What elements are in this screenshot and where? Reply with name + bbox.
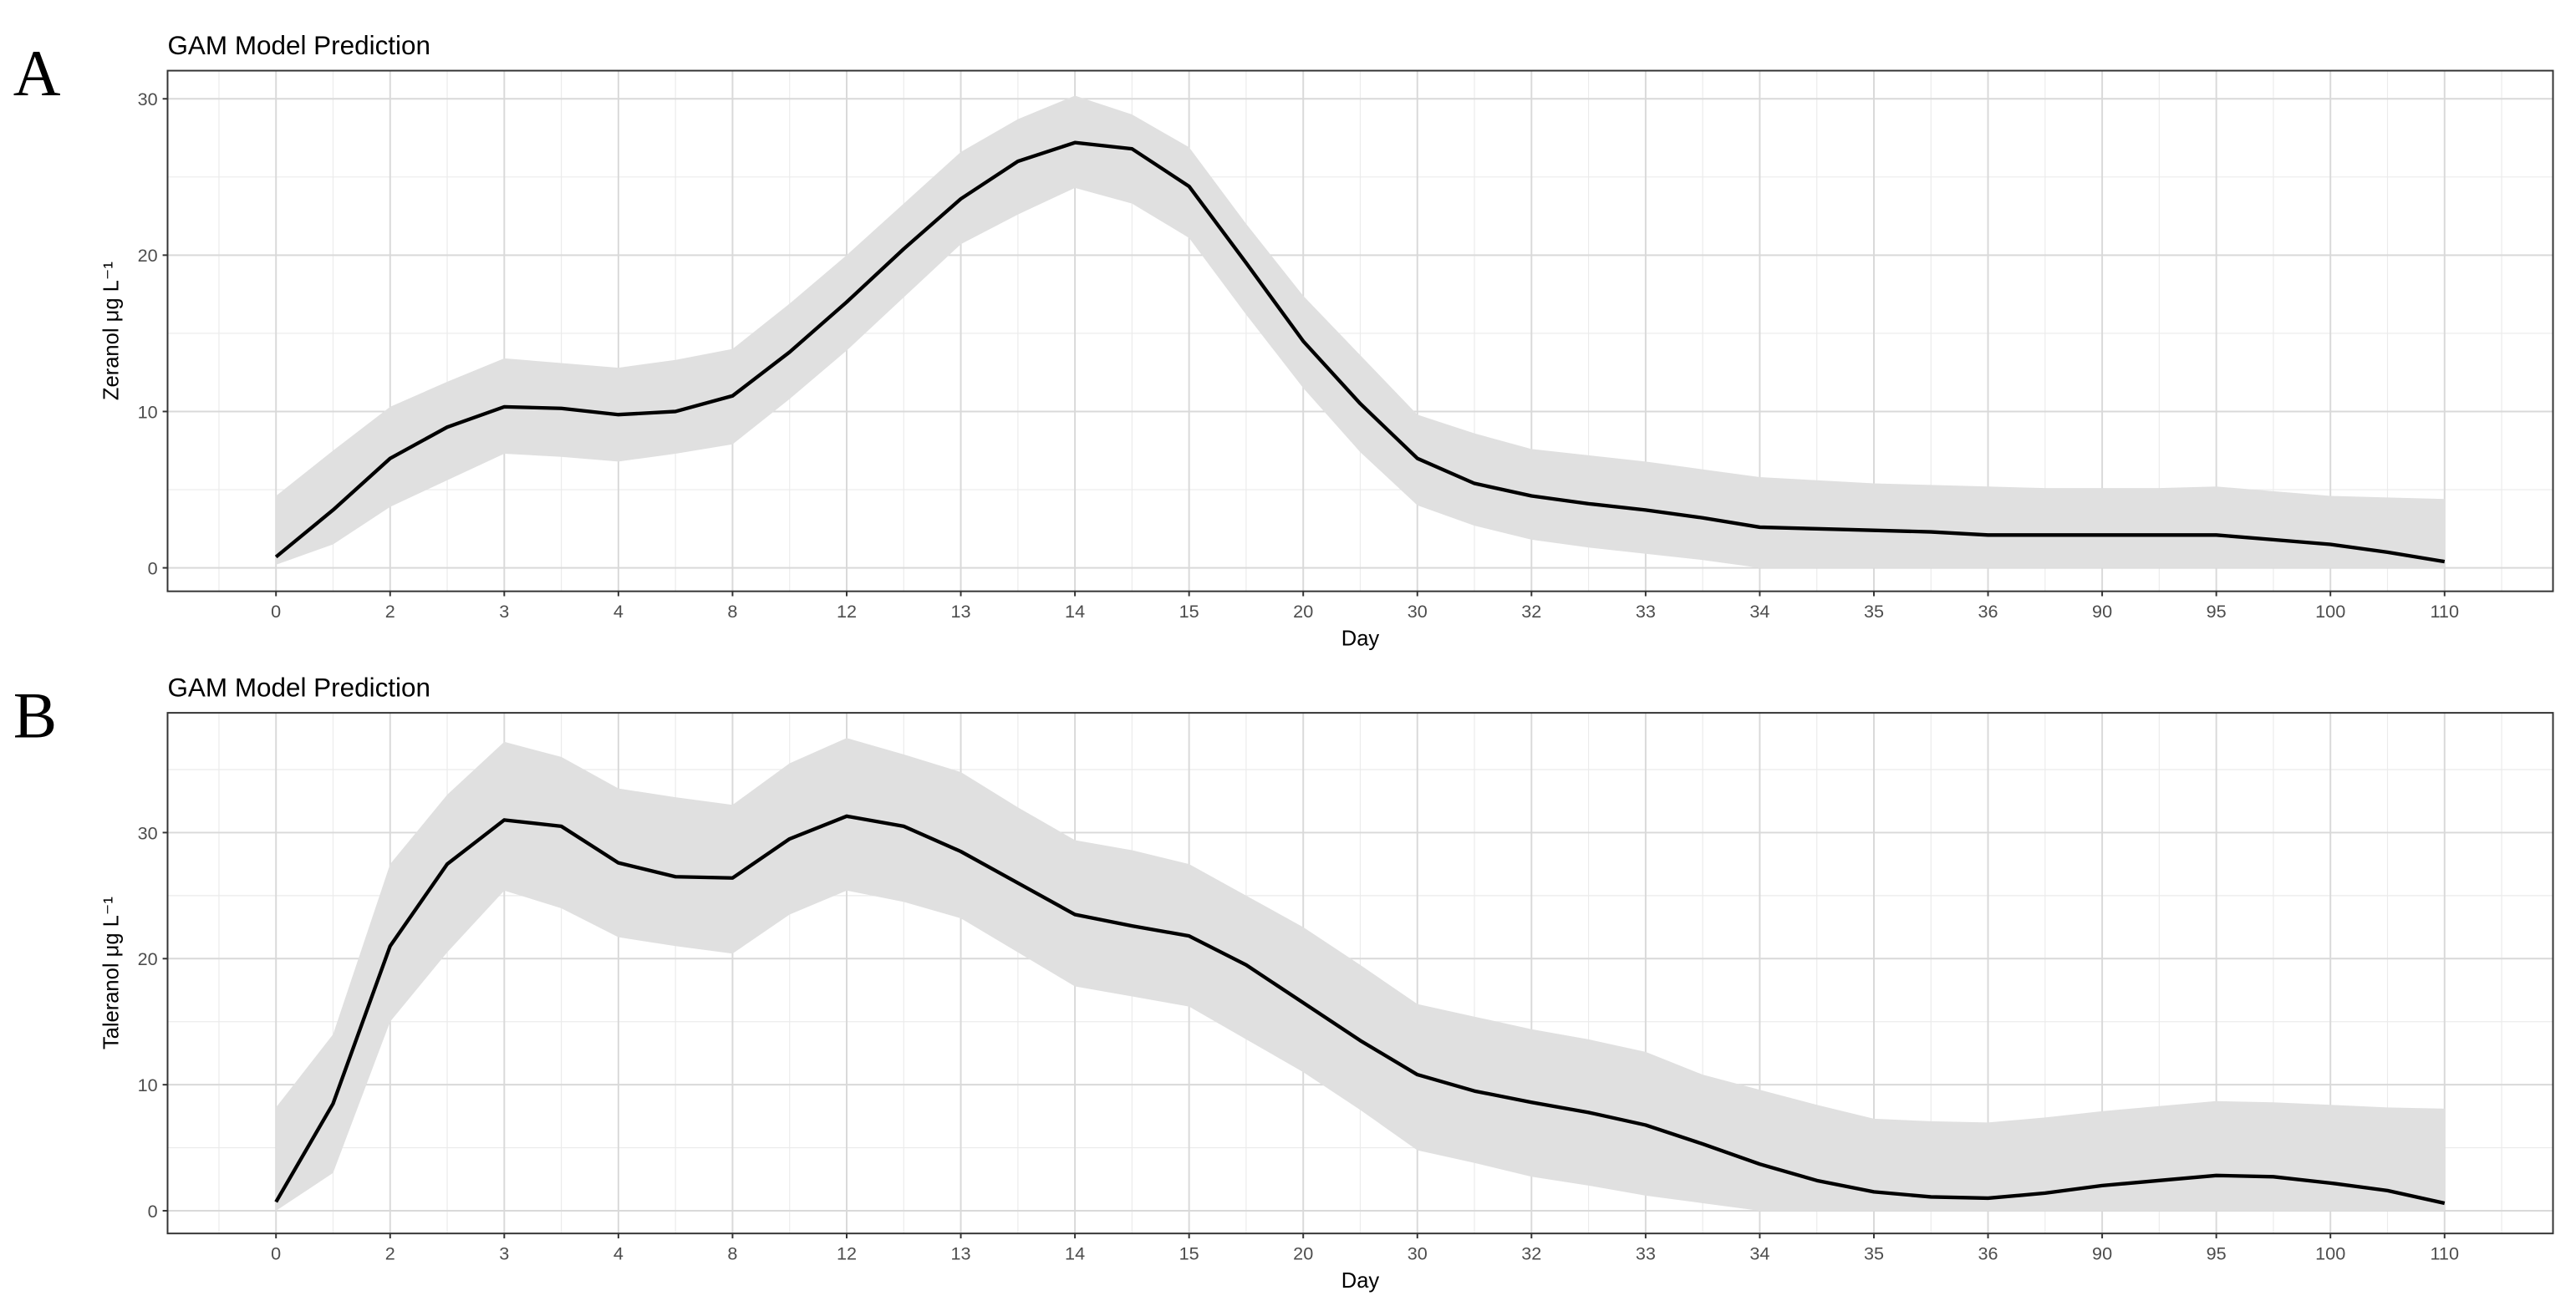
x-tick-label: 14 [1065, 601, 1085, 622]
x-tick-label: 30 [1408, 601, 1428, 622]
x-tick-label: 33 [1636, 1243, 1656, 1264]
x-tick-label: 0 [271, 601, 281, 622]
x-tick-label: 3 [499, 1243, 509, 1264]
panel-border [166, 712, 2554, 1235]
x-tick-label: 4 [613, 1243, 624, 1264]
x-tick-label: 13 [951, 601, 971, 622]
y-axis-label: Zeranol μg L⁻¹ [100, 262, 124, 400]
x-tick-label: 90 [2092, 601, 2112, 622]
y-tick-label: 0 [148, 557, 158, 578]
x-tick-label: 110 [2431, 1243, 2459, 1264]
panel-label: A [13, 38, 61, 110]
prediction-line [274, 140, 2446, 564]
x-tick-label: 20 [1293, 1243, 1313, 1264]
confidence-band [276, 738, 2445, 1212]
y-tick-label: 20 [138, 948, 158, 969]
x-tick-label: 8 [727, 1243, 737, 1264]
x-tick-label: 34 [1749, 601, 1769, 622]
x-axis-label: Day [1341, 628, 1380, 651]
y-axis-label: Taleranol μg L⁻¹ [100, 897, 124, 1049]
x-tick-label: 33 [1636, 601, 1656, 622]
y-tick-label: 30 [138, 89, 158, 109]
x-tick-label: 13 [951, 1243, 971, 1264]
y-tick-label: 10 [138, 1075, 158, 1095]
x-tick-label: 2 [385, 601, 395, 622]
x-tick-label: 35 [1864, 601, 1884, 622]
x-tick-label: 100 [2315, 1243, 2345, 1264]
x-tick-label: 3 [499, 601, 509, 622]
x-tick-label: 32 [1521, 601, 1541, 622]
x-tick-label: 95 [2207, 1243, 2227, 1264]
x-tick-label: 32 [1521, 1243, 1541, 1264]
x-tick-label: 30 [1408, 1243, 1428, 1264]
y-tick-label: 10 [138, 401, 158, 422]
x-axis-label: Day [1341, 1269, 1380, 1293]
x-tick-label: 2 [385, 1243, 395, 1264]
x-tick-label: 4 [613, 601, 624, 622]
x-tick-label: 36 [1978, 1243, 1998, 1264]
x-tick-label: 95 [2207, 601, 2227, 622]
x-tick-label: 34 [1749, 1243, 1769, 1264]
y-tick-label: 0 [148, 1201, 158, 1222]
x-tick-label: 35 [1864, 1243, 1884, 1264]
x-tick-label: 12 [837, 601, 857, 622]
x-tick-label: 20 [1293, 601, 1313, 622]
x-tick-label: 14 [1065, 1243, 1085, 1264]
x-tick-label: 15 [1179, 1243, 1199, 1264]
panel-border [166, 69, 2554, 592]
x-tick-label: 8 [727, 601, 737, 622]
chart-title: GAM Model Prediction [167, 31, 430, 60]
x-tick-label: 110 [2431, 601, 2459, 622]
x-tick-label: 90 [2092, 1243, 2112, 1264]
y-tick-label: 30 [138, 822, 158, 843]
x-tick-label: 36 [1978, 601, 1998, 622]
prediction-line [274, 814, 2446, 1206]
x-tick-label: 15 [1179, 601, 1199, 622]
panel-label: B [13, 680, 57, 753]
chart-title: GAM Model Prediction [167, 673, 430, 702]
x-tick-label: 12 [837, 1243, 857, 1264]
x-tick-label: 100 [2315, 601, 2345, 622]
confidence-band [276, 95, 2445, 568]
y-tick-label: 20 [138, 245, 158, 266]
x-tick-label: 0 [271, 1243, 281, 1264]
